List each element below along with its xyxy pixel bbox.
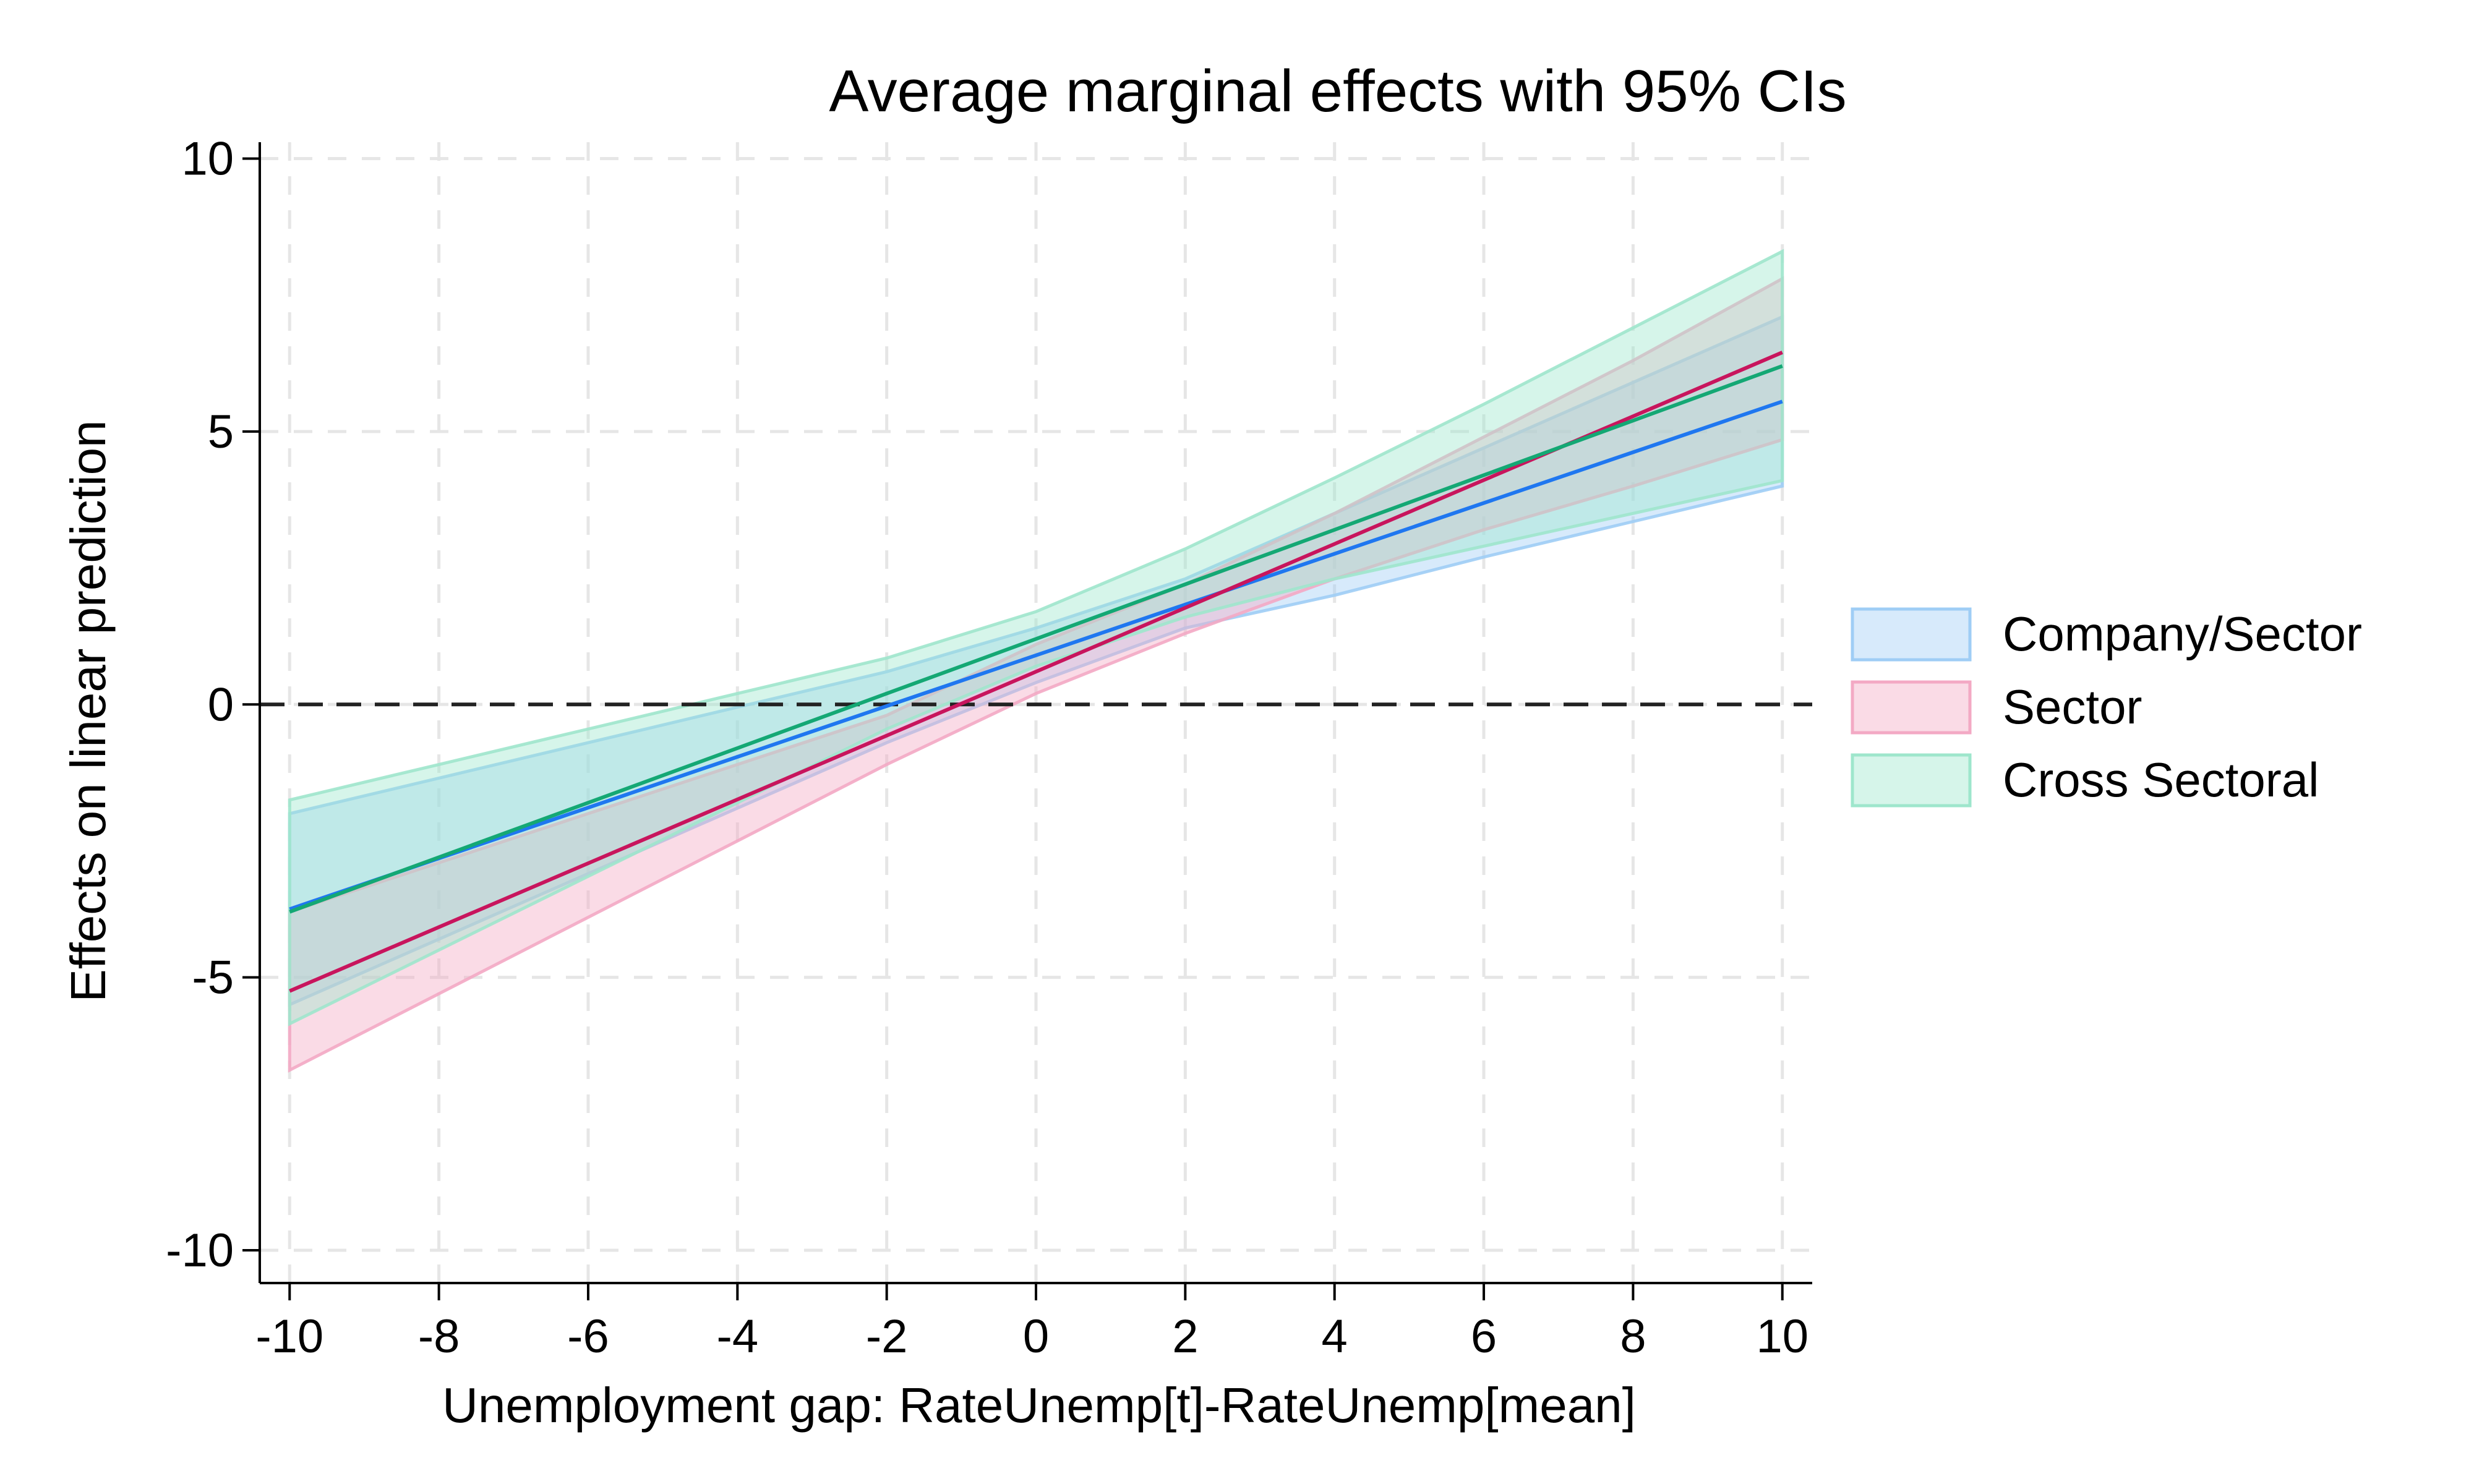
x-tick-label-7: 4 xyxy=(1322,1310,1348,1363)
y-axis-label: Effects on linear prediction xyxy=(61,420,116,1002)
x-tick-label-1: -8 xyxy=(418,1310,460,1363)
series-line-0 xyxy=(289,399,1783,911)
x-tick-label-3: -4 xyxy=(717,1310,759,1363)
x-axis-label: Unemployment gap: RateUnemp[t]-RateUnemp… xyxy=(442,1378,1636,1433)
legend-label-2: Cross Sectoral xyxy=(2003,753,2319,807)
x-tick-label-4: -2 xyxy=(866,1310,908,1363)
legend-label-0: Company/Sector xyxy=(2003,607,2362,661)
y-tick-label-0: -10 xyxy=(166,1224,234,1277)
x-tick-label-5: 0 xyxy=(1023,1310,1049,1363)
x-tick-label-9: 8 xyxy=(1620,1310,1646,1363)
legend: Company/Sector Sector Cross Sectoral xyxy=(1851,607,2362,808)
series-line-2 xyxy=(289,364,1783,914)
y-axis-ticks: -10 -5 0 5 10 xyxy=(166,132,260,1277)
y-tick-label-4: 10 xyxy=(181,132,234,185)
y-tick-label-1: -5 xyxy=(192,952,234,1004)
x-tick-label-0: -10 xyxy=(255,1310,323,1363)
y-tick-label-2: 0 xyxy=(208,678,234,731)
legend-swatch-0 xyxy=(1851,607,1972,662)
series-lines xyxy=(289,351,1783,993)
chart-title: Average marginal effects with 95% CIs xyxy=(829,58,1846,124)
grid xyxy=(260,142,1812,1283)
legend-label-1: Sector xyxy=(2003,680,2142,734)
legend-swatch-1 xyxy=(1851,680,1972,735)
x-axis-ticks: -10 -8 -6 -4 -2 0 2 4 6 8 10 xyxy=(255,1283,1808,1363)
x-tick-label-6: 2 xyxy=(1172,1310,1198,1363)
x-tick-label-8: 6 xyxy=(1471,1310,1497,1363)
y-tick-label-3: 5 xyxy=(208,406,234,458)
x-tick-label-10: 10 xyxy=(1756,1310,1808,1363)
legend-swatch-2 xyxy=(1851,753,1972,808)
x-tick-label-2: -6 xyxy=(567,1310,609,1363)
